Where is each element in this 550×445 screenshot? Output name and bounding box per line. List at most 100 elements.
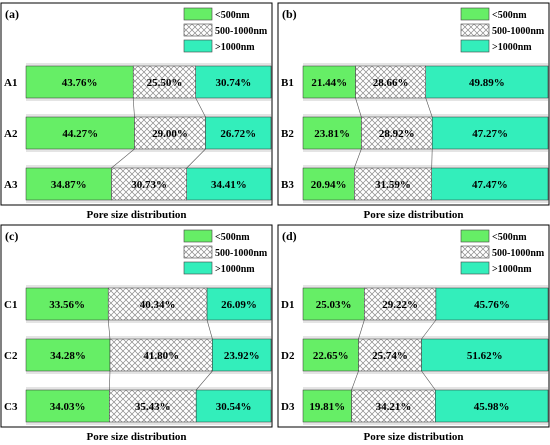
panel-b: (b) <500nm 500-1000nm >1000nm B1 21.44% 28.66%… <box>277 2 550 221</box>
bar-segment-mid <box>354 167 432 201</box>
legend-swatch-mid <box>460 245 490 259</box>
bar-segment-lt500 <box>25 287 109 321</box>
row-label-a1: A1 <box>4 77 17 89</box>
legend-swatch-gt1000 <box>460 261 490 275</box>
bar-segment-gt1000 <box>435 287 549 321</box>
data-label-lt500: 20.94% <box>311 179 347 191</box>
legend-swatch-mid <box>460 23 490 37</box>
connector-line <box>421 370 436 391</box>
row-label-b2: B2 <box>281 128 294 140</box>
connector-line <box>195 97 206 118</box>
bar-segment-gt1000 <box>431 116 549 150</box>
data-label-lt500: 19.81% <box>309 401 345 413</box>
legend-label-gt1000: >1000nm <box>215 264 255 275</box>
connector-line <box>109 370 111 391</box>
x-axis-label: Pore size distribution <box>86 431 186 443</box>
panel-label: (b) <box>282 7 297 21</box>
bar-segment-lt500 <box>302 389 352 423</box>
data-label-mid: 25.74% <box>372 350 408 362</box>
legend-label-mid: 500-1000nm <box>215 26 268 37</box>
bar-segment-mid <box>107 287 208 321</box>
connector-line <box>425 97 433 118</box>
bar-segment-gt1000 <box>195 389 272 423</box>
bar-segment-mid <box>361 116 433 150</box>
legend-label-gt1000: >1000nm <box>492 264 532 275</box>
data-label-lt500: 33.56% <box>49 299 85 311</box>
row-label-d1: D1 <box>281 299 294 311</box>
panel-label: (d) <box>282 229 297 243</box>
data-label-mid: 30.73% <box>131 179 167 191</box>
connector-line <box>195 370 213 391</box>
data-label-gt1000: 47.27% <box>472 128 508 140</box>
legend-swatch-lt500 <box>460 7 490 21</box>
data-label-gt1000: 51.62% <box>467 350 503 362</box>
bar-segment-mid <box>109 389 197 423</box>
connector-line <box>206 319 213 340</box>
connector-line <box>358 319 365 340</box>
legend-swatch-mid <box>183 23 213 37</box>
connector-line <box>355 97 362 118</box>
connector-line <box>351 370 359 391</box>
legend: <500nm 500-1000nm >1000nm <box>460 229 545 275</box>
bar-segment-mid <box>358 338 422 372</box>
data-label-mid: 28.66% <box>373 77 409 89</box>
row-label-a2: A2 <box>4 128 18 140</box>
data-label-gt1000: 34.41% <box>211 179 247 191</box>
bar-segment-lt500 <box>302 338 359 372</box>
row-label-c1: C1 <box>4 299 17 311</box>
connector-line <box>354 148 362 169</box>
bar-segment-lt500 <box>25 167 112 201</box>
legend-swatch-lt500 <box>460 229 490 243</box>
bar-segment-gt1000 <box>205 116 272 150</box>
connector-line <box>132 97 135 118</box>
legend-swatch-gt1000 <box>183 261 213 275</box>
data-label-gt1000: 23.92% <box>224 350 260 362</box>
bar-segment-lt500 <box>302 287 365 321</box>
panel-d: (d) <500nm 500-1000nm >1000nm D1 25.03% 29.22%… <box>277 224 550 443</box>
row-label-b3: B3 <box>281 179 294 191</box>
legend: <500nm 500-1000nm >1000nm <box>460 7 545 53</box>
data-label-gt1000: 45.76% <box>474 299 510 311</box>
legend-swatch-gt1000 <box>460 39 490 53</box>
legend-swatch-mid <box>183 245 213 259</box>
data-label-mid: 31.59% <box>375 179 411 191</box>
bar-segment-mid <box>111 167 187 201</box>
panel-a: (a) <500nm 500-1000nm >1000nm A1 43.76% 25.50%… <box>0 2 273 221</box>
data-label-lt500: 22.65% <box>313 350 349 362</box>
data-label-mid: 35.43% <box>135 401 171 413</box>
data-label-gt1000: 45.98% <box>474 401 510 413</box>
bar-segment-gt1000 <box>186 167 272 201</box>
bar-segment-mid <box>109 338 213 372</box>
data-label-mid: 28.92% <box>379 128 415 140</box>
bar-segment-mid <box>132 65 196 99</box>
legend-label-mid: 500-1000nm <box>215 248 268 259</box>
panel-label: (c) <box>5 229 18 243</box>
bar-segment-gt1000 <box>212 338 272 372</box>
data-label-gt1000: 49.89% <box>469 77 505 89</box>
row-label-d3: D3 <box>281 401 295 413</box>
bar-segment-lt500 <box>25 389 110 423</box>
legend-label-gt1000: >1000nm <box>215 42 255 53</box>
data-label-lt500: 23.81% <box>314 128 350 140</box>
bar-segment-mid <box>134 116 206 150</box>
legend-label-mid: 500-1000nm <box>492 248 545 259</box>
connector-line <box>111 148 135 169</box>
bar-segment-gt1000 <box>425 65 549 99</box>
panel-label: (a) <box>5 7 19 21</box>
data-label-mid: 40.34% <box>140 299 176 311</box>
legend-swatch-gt1000 <box>183 39 213 53</box>
legend-label-lt500: <500nm <box>215 232 250 243</box>
data-label-mid: 29.22% <box>382 299 418 311</box>
bar-segment-gt1000 <box>421 338 549 372</box>
connector-line <box>421 319 437 340</box>
legend: <500nm 500-1000nm >1000nm <box>183 229 268 275</box>
bar-segment-gt1000 <box>195 65 272 99</box>
row-label-a3: A3 <box>4 179 18 191</box>
row-label-d2: D2 <box>281 350 295 362</box>
x-axis-label: Pore size distribution <box>86 209 186 221</box>
legend-swatch-lt500 <box>183 229 213 243</box>
legend-swatch-lt500 <box>183 7 213 21</box>
data-label-lt500: 43.76% <box>62 77 98 89</box>
data-label-mid: 25.50% <box>147 77 183 89</box>
